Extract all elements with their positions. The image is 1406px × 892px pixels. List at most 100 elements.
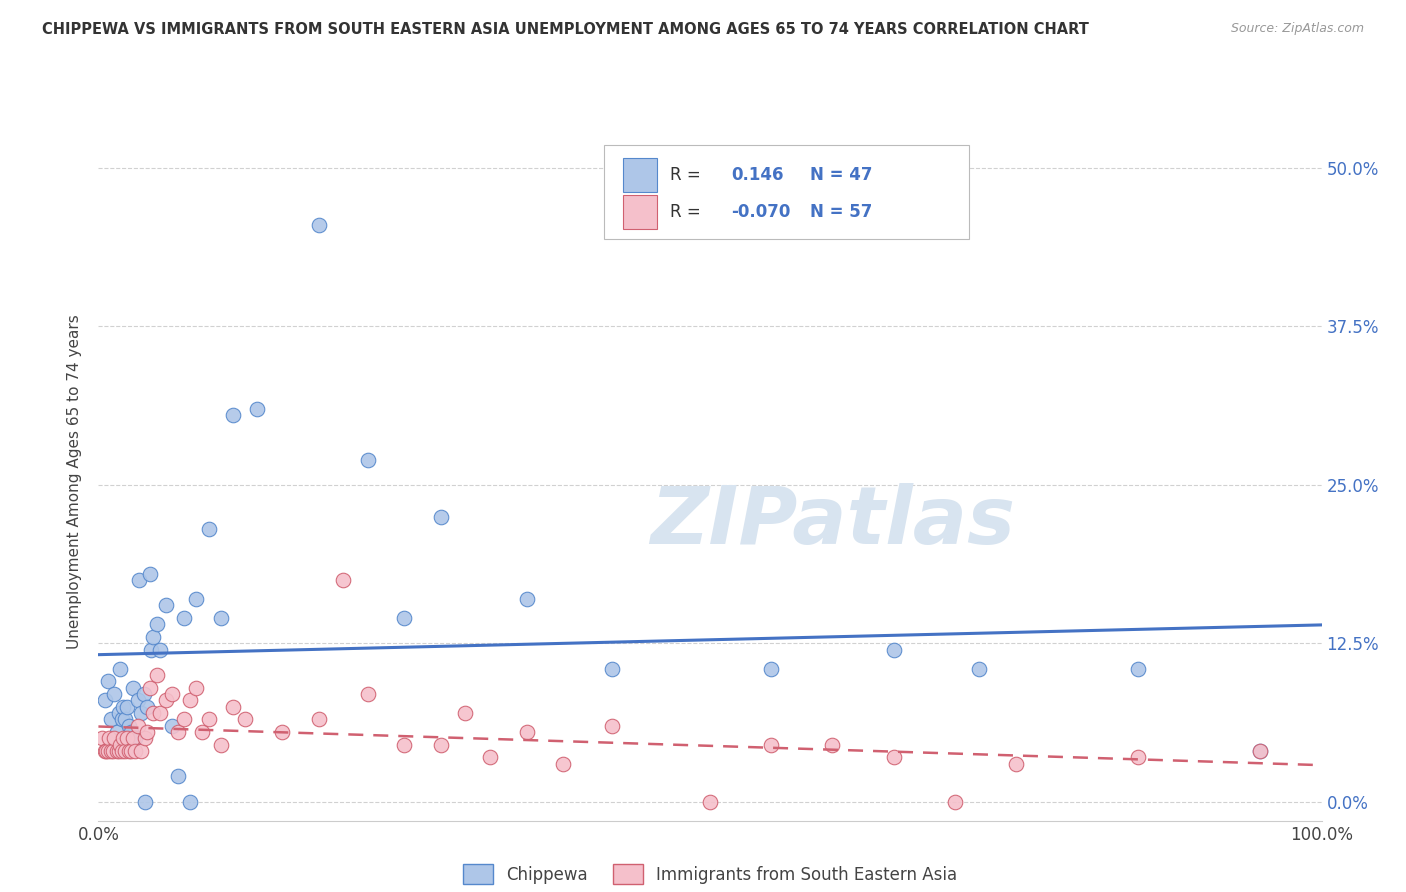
Point — [134, 795, 156, 809]
FancyBboxPatch shape — [603, 145, 969, 239]
Point — [100, 712, 122, 726]
Point — [392, 611, 416, 625]
Point — [160, 687, 183, 701]
Point — [136, 699, 159, 714]
Text: -0.070: -0.070 — [731, 203, 790, 221]
Point — [430, 509, 453, 524]
FancyBboxPatch shape — [623, 159, 658, 193]
Point — [93, 693, 115, 707]
Point — [155, 599, 177, 613]
Point — [967, 662, 990, 676]
Point — [110, 662, 132, 676]
Point — [197, 522, 219, 536]
Point — [127, 718, 149, 732]
Point — [108, 744, 131, 758]
Point — [142, 706, 165, 720]
Point — [114, 744, 136, 758]
Point — [127, 693, 149, 707]
Point — [118, 718, 141, 732]
Point — [120, 725, 142, 739]
Point — [94, 744, 117, 758]
Point — [246, 401, 269, 416]
Point — [128, 573, 150, 587]
Point — [943, 795, 966, 809]
Point — [761, 662, 783, 676]
Point — [115, 699, 138, 714]
Point — [167, 725, 190, 739]
Point — [124, 731, 146, 746]
Point — [114, 712, 136, 726]
Text: CHIPPEWA VS IMMIGRANTS FROM SOUTH EASTERN ASIA UNEMPLOYMENT AMONG AGES 65 TO 74 : CHIPPEWA VS IMMIGRANTS FROM SOUTH EASTER… — [42, 22, 1090, 37]
Point — [103, 731, 125, 746]
Point — [110, 738, 132, 752]
Y-axis label: Unemployment Among Ages 65 to 74 years: Unemployment Among Ages 65 to 74 years — [67, 314, 83, 649]
Point — [146, 617, 169, 632]
Point — [209, 738, 232, 752]
Point — [186, 591, 208, 606]
Point — [97, 744, 120, 758]
Point — [139, 642, 162, 657]
Point — [173, 712, 195, 726]
Point — [883, 642, 905, 657]
Point — [111, 744, 134, 758]
Point — [699, 795, 721, 809]
Point — [308, 218, 330, 232]
Point — [100, 744, 122, 758]
Point — [179, 795, 201, 809]
Point — [883, 750, 905, 764]
Point — [233, 712, 256, 726]
Point — [93, 744, 115, 758]
Text: R =: R = — [669, 167, 706, 185]
Point — [761, 738, 783, 752]
Text: N = 57: N = 57 — [810, 203, 873, 221]
Point — [155, 693, 177, 707]
FancyBboxPatch shape — [623, 195, 658, 229]
Point — [332, 573, 354, 587]
Point — [108, 706, 131, 720]
Point — [111, 731, 134, 746]
Point — [308, 712, 330, 726]
Point — [1249, 744, 1271, 758]
Point — [98, 731, 121, 746]
Point — [118, 744, 141, 758]
Point — [454, 706, 477, 720]
Point — [97, 674, 120, 689]
Point — [1128, 662, 1150, 676]
Point — [186, 681, 208, 695]
Point — [478, 750, 501, 764]
Point — [179, 693, 201, 707]
Point — [1128, 750, 1150, 764]
Text: Source: ZipAtlas.com: Source: ZipAtlas.com — [1230, 22, 1364, 36]
Point — [356, 452, 378, 467]
Point — [105, 744, 128, 758]
Point — [111, 712, 134, 726]
Point — [149, 706, 172, 720]
Point — [209, 611, 232, 625]
Point — [124, 744, 146, 758]
Point — [222, 408, 245, 422]
Point — [600, 662, 623, 676]
Point — [430, 738, 453, 752]
Text: N = 47: N = 47 — [810, 167, 873, 185]
Point — [222, 699, 245, 714]
Point — [356, 687, 378, 701]
Point — [173, 611, 195, 625]
Point — [392, 738, 416, 752]
Point — [149, 642, 172, 657]
Point — [515, 725, 537, 739]
Point — [600, 718, 623, 732]
Point — [101, 744, 124, 758]
Point — [115, 731, 138, 746]
Point — [270, 725, 294, 739]
Point — [197, 712, 219, 726]
Point — [105, 725, 128, 739]
Point — [134, 731, 156, 746]
Point — [121, 731, 143, 746]
Legend: Chippewa, Immigrants from South Eastern Asia: Chippewa, Immigrants from South Eastern … — [456, 858, 965, 890]
Point — [821, 738, 844, 752]
Point — [1004, 756, 1026, 771]
Point — [136, 725, 159, 739]
Point — [129, 706, 152, 720]
Text: ZIPatlas: ZIPatlas — [650, 483, 1015, 561]
Point — [132, 687, 155, 701]
